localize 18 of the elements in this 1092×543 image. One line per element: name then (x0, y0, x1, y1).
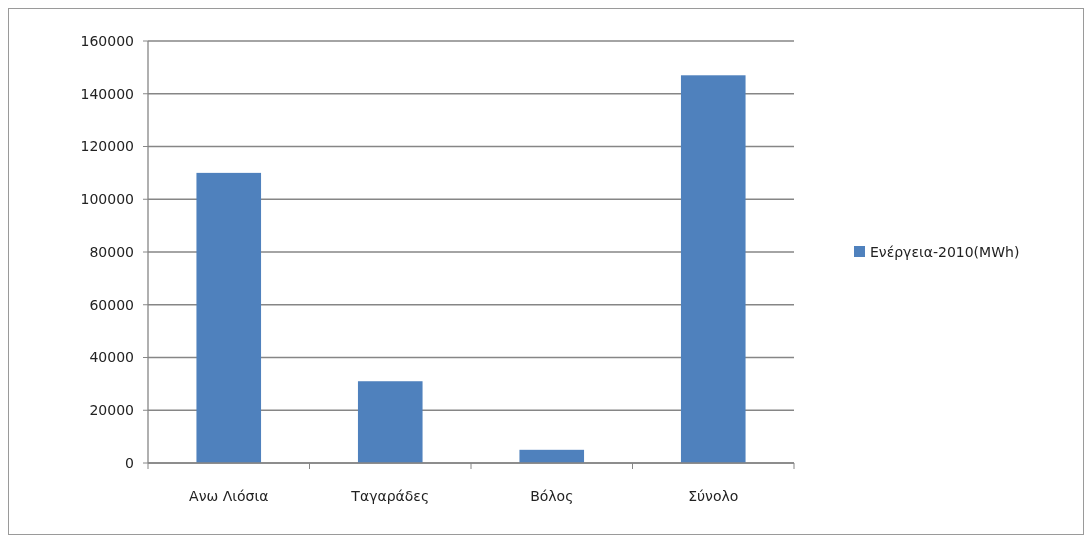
x-tick-label: Σύνολο (688, 488, 739, 504)
y-tick-label: 40000 (89, 349, 134, 366)
bar (519, 449, 585, 463)
y-tick-label: 60000 (89, 296, 134, 313)
bar (357, 381, 423, 463)
y-tick-label: 20000 (89, 402, 134, 419)
y-tick-label: 0 (125, 454, 134, 471)
x-tick-label: Βόλος (530, 488, 574, 504)
y-tick-label: 80000 (89, 243, 134, 260)
y-tick-label: 160000 (80, 32, 134, 49)
bar (680, 75, 746, 463)
legend-label: Ενέργεια-2010(MWh) (870, 243, 1020, 260)
y-tick-label: 140000 (80, 85, 134, 102)
bar (196, 172, 262, 463)
y-tick-label: 100000 (80, 191, 134, 208)
x-tick-label: Ταγαράδες (350, 488, 430, 504)
y-tick-label: 120000 (80, 138, 134, 155)
x-tick-label: Ανω Λιόσια (189, 488, 269, 504)
